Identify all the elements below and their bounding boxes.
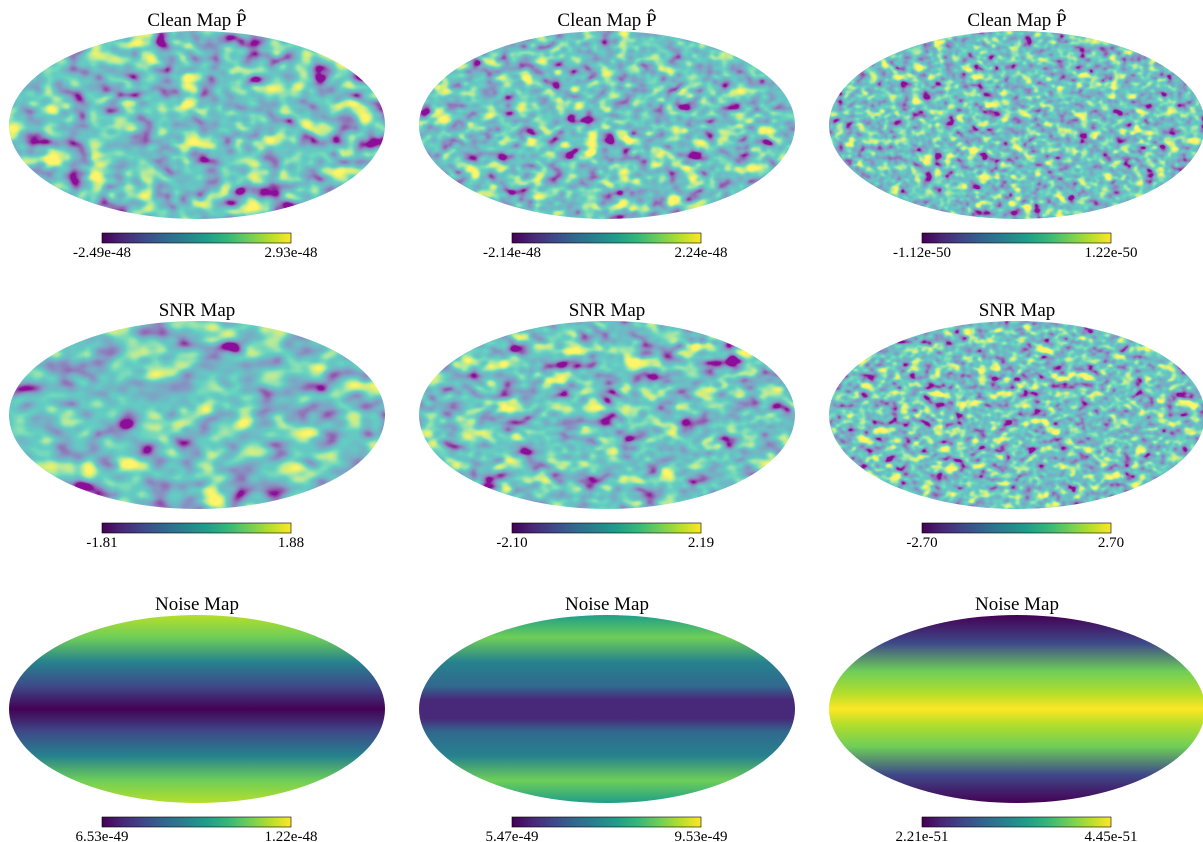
colorbar xyxy=(512,523,701,533)
colorbar xyxy=(102,523,291,533)
colorbar-tick-label: -2.14e-48 xyxy=(483,245,541,261)
colorbar-tick-label: 5.47e-49 xyxy=(486,829,539,842)
map-panel: Noise Map 5.47e-49 9.53e-49 xyxy=(419,594,795,842)
colorbar-tick-label: -1.12e-50 xyxy=(893,245,951,261)
colorbar-tick-label: 9.53e-49 xyxy=(675,829,728,842)
colorbar-tick-label: 4.45e-51 xyxy=(1085,829,1138,842)
sky-map xyxy=(9,615,385,803)
map-title: SNR Map xyxy=(569,300,646,321)
colorbar-tick-label: 1.88 xyxy=(278,535,304,551)
colorbar xyxy=(922,817,1111,827)
map-title: Clean Map P̂ xyxy=(557,9,656,31)
colorbar xyxy=(102,817,291,827)
colorbar-tick-label: -2.70 xyxy=(906,535,937,551)
colorbar-tick-label: -1.81 xyxy=(86,535,117,551)
map-panel: Clean Map P̂ -2.14e-48 2.24e-48 xyxy=(419,9,795,261)
colorbar xyxy=(512,817,701,827)
sky-map xyxy=(419,31,795,219)
colorbar-tick-label: 1.22e-48 xyxy=(265,829,318,842)
colorbar-tick-label: 6.53e-49 xyxy=(76,829,129,842)
sky-map xyxy=(9,321,385,509)
colorbar-tick-label: -2.49e-48 xyxy=(73,245,131,261)
colorbar-tick-label: 2.24e-48 xyxy=(675,245,728,261)
map-title: Clean Map P̂ xyxy=(967,9,1066,31)
map-title: SNR Map xyxy=(159,300,236,321)
colorbar xyxy=(512,233,701,243)
colorbar-tick-label: -2.10 xyxy=(496,535,527,551)
map-title: SNR Map xyxy=(979,300,1056,321)
map-panel: SNR Map -1.81 1.88 xyxy=(9,300,385,551)
figure: Clean Map P̂-2.49e-482.93e-48Clean Map P… xyxy=(0,0,1203,842)
map-panel: Clean Map P̂ -2.49e-48 2.93e-48 xyxy=(9,9,385,261)
colorbar xyxy=(102,233,291,243)
sky-map xyxy=(829,615,1203,803)
map-panel: SNR Map -2.10 2.19 xyxy=(419,300,795,551)
colorbar-tick-label: 2.70 xyxy=(1098,535,1124,551)
map-title: Noise Map xyxy=(975,594,1059,615)
map-panel: Noise Map 2.21e-51 4.45e-51 xyxy=(829,594,1203,842)
colorbar xyxy=(922,233,1111,243)
colorbar xyxy=(922,523,1111,533)
map-title: Clean Map P̂ xyxy=(147,9,246,31)
colorbar-tick-label: 1.22e-50 xyxy=(1085,245,1138,261)
sky-map xyxy=(419,615,795,803)
colorbar-tick-label: 2.21e-51 xyxy=(896,829,949,842)
sky-map xyxy=(9,31,385,219)
sky-map xyxy=(829,31,1203,219)
colorbar-tick-label: 2.19 xyxy=(688,535,714,551)
map-panel: Clean Map P̂ -1.12e-50 1.22e-50 xyxy=(829,9,1203,261)
map-title: Noise Map xyxy=(565,594,649,615)
sky-map xyxy=(829,321,1203,509)
map-panel: Noise Map 6.53e-49 1.22e-48 xyxy=(9,594,385,842)
map-panel: SNR Map -2.70 2.70 xyxy=(829,300,1203,551)
sky-map xyxy=(419,321,795,509)
map-title: Noise Map xyxy=(155,594,239,615)
colorbar-tick-label: 2.93e-48 xyxy=(265,245,318,261)
